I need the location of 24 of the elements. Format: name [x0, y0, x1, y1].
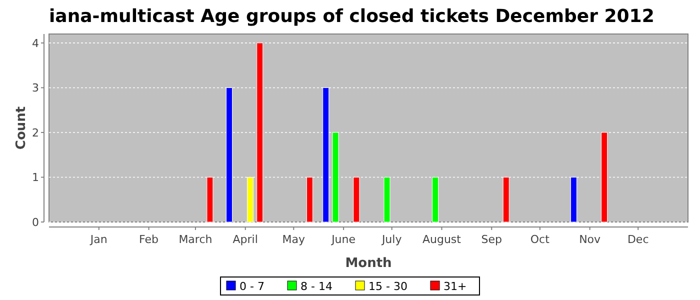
- x-tick-label: March: [178, 233, 212, 246]
- y-axis-title: Count: [14, 106, 29, 150]
- chart-title: iana-multicast Age groups of closed tickets December 2012: [49, 6, 654, 27]
- y-tick-label: 2: [32, 126, 39, 140]
- legend-label: 31+: [444, 280, 467, 293]
- x-tick-label: June: [330, 233, 356, 246]
- legend-label: 8 - 14: [300, 280, 332, 293]
- y-tick-label: 4: [32, 36, 39, 50]
- x-tick-label: Jan: [89, 233, 108, 246]
- y-tick-label: 0: [32, 216, 39, 229]
- x-axis-title: Month: [345, 256, 392, 271]
- legend-label: 0 - 7: [240, 280, 264, 293]
- x-tick-label: Feb: [139, 233, 159, 246]
- x-tick-label: Dec: [627, 233, 649, 246]
- x-tick-label: Oct: [530, 233, 550, 246]
- x-tick-label: July: [380, 233, 402, 246]
- x-tick-label: August: [422, 233, 462, 246]
- x-tick-label: Sep: [481, 233, 502, 246]
- y-tick-label: 1: [32, 171, 39, 184]
- y-tick-label: 3: [32, 82, 39, 95]
- x-tick-label: Nov: [579, 233, 602, 246]
- x-tick-label: April: [232, 233, 258, 246]
- x-tick-label: May: [282, 233, 306, 246]
- legend-label: 15 - 30: [368, 280, 408, 293]
